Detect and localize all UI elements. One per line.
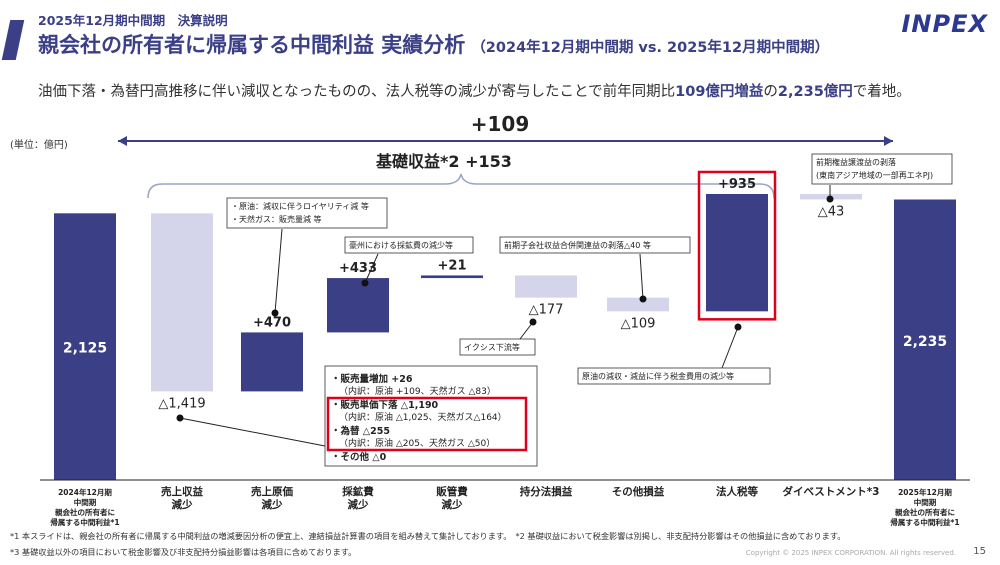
callout-leader-4 xyxy=(519,321,534,340)
bar-3 xyxy=(327,278,389,333)
summary-highlight-total: 2,235億円 xyxy=(777,84,853,100)
waterfall-chart: +109 基礎収益*2 +153 2,125 △1,419 +470 +433 +21 △17… xyxy=(40,112,970,527)
callout-dot-4 xyxy=(529,318,537,326)
category-label-4-0: 販管費 xyxy=(436,485,468,498)
breakdown-leader xyxy=(179,417,326,447)
basic-profit-label: 基礎収益*2 +153 xyxy=(375,152,512,171)
callout-box-2 xyxy=(499,236,691,254)
data-label-0: 2,125 xyxy=(63,341,107,357)
callout-leader-5 xyxy=(721,326,739,369)
inpex-logo: INPEX xyxy=(901,10,988,38)
category-label-9-2: 親会社の所有者に xyxy=(895,507,955,517)
bar-9 xyxy=(894,199,956,480)
category-label-3-0: 採鉱費 xyxy=(342,485,374,498)
callout-text-4-0: イクシス下流等 xyxy=(464,342,520,352)
callout-leader-0 xyxy=(274,228,283,314)
summary-highlight-increase: 109億円増益 xyxy=(675,84,764,100)
callout-leader-2 xyxy=(639,253,644,300)
callout-dot-5 xyxy=(734,323,742,331)
category-label-5-0: 持分法損益 xyxy=(520,485,573,498)
breakdown-detail-0: （内訳：原油 +109、天然ガス △83） xyxy=(339,385,496,397)
category-label-0-0: 2024年12月期 xyxy=(58,487,112,497)
total-diff-label: +109 xyxy=(471,112,530,136)
data-label-7: +935 xyxy=(718,177,756,192)
slide-subtitle: 2025年12月期中間期 決算説明 xyxy=(38,13,228,28)
category-label-7-0: 法人税等 xyxy=(716,485,758,498)
data-label-3: +433 xyxy=(339,261,377,276)
callout-text-3-1: (東南アジア地域の一部再エネPJ) xyxy=(816,170,933,180)
category-label-0-1: 中間期 xyxy=(74,497,97,507)
highlight-box-price-fx xyxy=(326,396,528,452)
data-label-9: 2,235 xyxy=(903,334,947,350)
category-label-6-0: その他損益 xyxy=(612,485,665,498)
callout-dot-1 xyxy=(361,279,369,287)
slide-title: 親会社の所有者に帰属する中間利益 実績分析 （2024年12月期中間期 vs. 2… xyxy=(38,29,829,59)
category-label-9-1: 中間期 xyxy=(914,497,937,507)
breakdown-title-1: ・販売単価下落 △1,190 xyxy=(331,399,439,411)
highlight-box-tax xyxy=(697,170,777,321)
callout-text-0-0: ・原油：減収に伴うロイヤリティ減 等 xyxy=(231,201,369,211)
category-label-8-0: ダイベストメント*3 xyxy=(782,485,879,498)
data-label-4: +21 xyxy=(438,258,467,273)
summary-part1: 油価下落・為替円高推移に伴い減収となったものの、法人税等の減少が寄与したことで前… xyxy=(38,84,676,100)
callout-box-5 xyxy=(577,367,771,385)
data-label-6: △109 xyxy=(621,316,656,331)
callout-dot-3 xyxy=(826,195,834,203)
breakdown-title-0: ・販売量増加 +26 xyxy=(331,373,413,385)
category-label-2-0: 売上原価 xyxy=(251,485,293,498)
callout-box-1 xyxy=(344,236,474,254)
category-label-4-1: 減少 xyxy=(442,498,463,511)
bar-0 xyxy=(54,213,116,480)
callout-text-2-0: 前期子会社収益合併関連益の剥落△40 等 xyxy=(504,240,651,250)
callout-leader-1 xyxy=(364,253,379,284)
summary-part2: の xyxy=(763,84,778,100)
slide-title-period: （2024年12月期中間期 vs. 2025年12月期中間期） xyxy=(471,40,830,56)
copyright: Copyright © 2025 INPEX CORPORATION. All … xyxy=(745,549,956,557)
category-label-0-2: 親会社の所有者に xyxy=(55,507,115,517)
data-label-2: +470 xyxy=(253,315,291,330)
callout-text-0-1: ・天然ガス：販売量減 等 xyxy=(231,214,322,224)
category-label-3-1: 減少 xyxy=(348,498,369,511)
data-label-5: △177 xyxy=(529,303,564,318)
callout-box-0 xyxy=(226,197,388,229)
basic-profit-bracket xyxy=(147,173,775,199)
breakdown-detail-2: （内訳：原油 △205、天然ガス △50） xyxy=(339,437,495,449)
category-label-1-1: 減少 xyxy=(172,498,193,511)
breakdown-title-2: ・為替 △255 xyxy=(331,425,390,437)
category-label-2-1: 減少 xyxy=(262,498,283,511)
category-label-9-0: 2025年12月期 xyxy=(898,487,952,497)
total-diff-arrowhead-left xyxy=(118,136,127,146)
page-number: 15 xyxy=(973,546,986,557)
bar-4 xyxy=(421,275,483,279)
callout-text-1-0: 豪州における採鉱費の減少等 xyxy=(349,240,453,250)
footnote-1: *1 本スライドは、親会社の所有者に帰属する中間利益の増減要因分析の便宜上、連結… xyxy=(10,531,846,541)
category-label-0-3: 帰属する中間利益*1 xyxy=(50,517,119,527)
callout-box-3 xyxy=(811,153,953,185)
category-label-1-0: 売上収益 xyxy=(161,485,203,498)
summary-text: 油価下落・為替円高推移に伴い減収となったものの、法人税等の減少が寄与したことで前… xyxy=(38,80,911,101)
slide-title-main: 親会社の所有者に帰属する中間利益 実績分析 xyxy=(38,33,466,57)
bar-7 xyxy=(706,193,768,312)
callout-box-4 xyxy=(459,338,536,356)
bar-2 xyxy=(241,332,303,392)
unit-label: (単位：億円) xyxy=(10,140,68,151)
breakdown-title-3: ・その他 △0 xyxy=(331,451,387,463)
footnote-2: *3 基礎収益以外の項目において税金影響及び非支配持分損益影響は各項目に含めてお… xyxy=(10,547,357,557)
callout-dot-2 xyxy=(639,295,647,303)
breakdown-detail-1: （内訳：原油 △1,025、天然ガス△164） xyxy=(339,411,507,423)
bar-1 xyxy=(151,213,213,392)
category-label-9-3: 帰属する中間利益*1 xyxy=(890,517,959,527)
callout-text-5-0: 原油の減収・減益に伴う税金費用の減少等 xyxy=(582,371,734,381)
summary-part3: で着地。 xyxy=(852,84,911,100)
data-label-8: △43 xyxy=(818,204,845,219)
breakdown-dot xyxy=(176,414,184,422)
callout-dot-0 xyxy=(271,309,279,317)
total-diff-arrowhead-right xyxy=(884,136,893,146)
callout-text-3-0: 前期権益譲渡益の剥落 xyxy=(816,157,896,167)
bar-5 xyxy=(515,275,577,298)
data-label-1: △1,419 xyxy=(158,396,205,411)
bar-6 xyxy=(607,297,669,312)
